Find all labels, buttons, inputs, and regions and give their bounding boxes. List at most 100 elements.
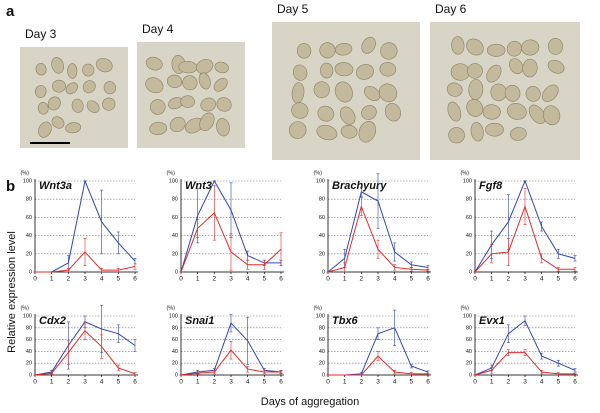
- x-tick-label: 1: [343, 379, 347, 386]
- aggregate: [447, 101, 462, 122]
- y-tick-label: 60: [172, 337, 178, 343]
- x-tick-label: 2: [213, 379, 217, 386]
- aggregate: [486, 43, 506, 57]
- aggregate: [198, 72, 211, 90]
- x-axis-label: Days of aggregation: [261, 396, 359, 408]
- aggregate: [38, 121, 52, 138]
- panel-label: a: [6, 3, 15, 20]
- y-tick-label: 60: [466, 215, 472, 221]
- x-tick-label: 2: [67, 379, 71, 386]
- y-tick-label: 0: [322, 269, 325, 275]
- x-tick-label: 0: [473, 276, 477, 283]
- aggregate: [486, 64, 502, 83]
- x-tick-label: 6: [573, 276, 577, 283]
- x-tick-label: 1: [50, 276, 54, 283]
- y-tick-label: 60: [26, 337, 32, 343]
- y-unit: (%): [313, 305, 322, 311]
- aggregate: [288, 121, 307, 139]
- x-tick-label: 4: [246, 276, 250, 283]
- x-tick-label: 6: [573, 379, 577, 386]
- aggregate: [335, 43, 353, 56]
- data-line: [35, 251, 136, 273]
- aggregate: [528, 104, 546, 125]
- chart-title: Snai1: [185, 315, 214, 327]
- chart-title: Evx1: [479, 315, 505, 327]
- aggregate: [145, 56, 163, 71]
- aggregate: [340, 124, 358, 139]
- x-tick-label: 3: [523, 379, 527, 386]
- aggregate: [169, 116, 186, 133]
- x-tick-label: 0: [326, 276, 330, 283]
- y-tick-label: 60: [466, 337, 472, 343]
- x-tick-label: 2: [507, 276, 511, 283]
- aggregate: [51, 57, 64, 74]
- x-tick-label: 3: [376, 276, 380, 283]
- x-tick-label: 1: [490, 276, 494, 283]
- aggregate: [82, 63, 95, 77]
- y-tick-label: 100: [463, 178, 472, 184]
- x-tick-label: 3: [83, 379, 87, 386]
- y-unit: (%): [166, 170, 175, 176]
- aggregate: [542, 84, 559, 102]
- aggregate: [522, 58, 538, 78]
- y-tick-label: 100: [23, 313, 32, 319]
- aggregate: [466, 99, 484, 117]
- aggregate: [509, 127, 527, 141]
- x-tick-label: 2: [507, 379, 511, 386]
- y-tick-label: 20: [466, 251, 472, 257]
- aggregate: [216, 97, 232, 112]
- x-tick-label: 4: [100, 276, 104, 283]
- photo-label: Day 4: [142, 22, 174, 36]
- aggregate: [37, 102, 49, 115]
- aggregate: [150, 99, 166, 115]
- y-tick-label: 20: [172, 361, 178, 367]
- panel-label: b: [6, 178, 15, 195]
- aggregate: [166, 74, 183, 89]
- aggregate: [339, 106, 356, 125]
- y-tick-label: 80: [466, 325, 472, 331]
- y-tick-label: 100: [316, 313, 325, 319]
- x-tick-label: 2: [67, 276, 71, 283]
- y-tick-label: 40: [319, 349, 325, 355]
- aggregate: [47, 96, 61, 111]
- aggregate: [214, 61, 229, 74]
- aggregate: [547, 59, 565, 74]
- y-unit: (%): [460, 305, 469, 311]
- x-tick-label: 2: [360, 276, 364, 283]
- y-tick-label: 60: [319, 337, 325, 343]
- y-tick-label: 80: [172, 197, 178, 203]
- y-tick-label: 80: [172, 325, 178, 331]
- y-unit: (%): [166, 305, 175, 311]
- aggregate: [51, 116, 65, 129]
- aggregate: [65, 122, 82, 134]
- aggregate: [71, 98, 84, 113]
- x-tick-label: 6: [279, 379, 283, 386]
- y-tick-label: 80: [26, 197, 32, 203]
- chart-title: Cdx2: [39, 315, 66, 327]
- x-tick-label: 4: [540, 276, 544, 283]
- aggregate: [509, 58, 524, 75]
- y-tick-label: 20: [26, 361, 32, 367]
- x-tick-label: 4: [246, 379, 250, 386]
- y-tick-label: 40: [319, 233, 325, 239]
- aggregate: [296, 43, 312, 59]
- x-tick-label: 3: [229, 379, 233, 386]
- y-tick-label: 60: [26, 215, 32, 221]
- chart-title: Tbx6: [332, 315, 359, 327]
- aggregate: [103, 81, 117, 95]
- x-tick-label: 0: [326, 379, 330, 386]
- x-tick-label: 3: [229, 276, 233, 283]
- x-tick-label: 5: [117, 276, 121, 283]
- aggregate: [334, 62, 354, 77]
- x-tick-label: 5: [410, 276, 414, 283]
- y-tick-label: 100: [23, 178, 32, 184]
- y-tick-label: 40: [172, 233, 178, 239]
- y-tick-label: 60: [319, 215, 325, 221]
- y-tick-label: 0: [29, 269, 32, 275]
- aggregate: [504, 84, 521, 102]
- y-unit: (%): [20, 305, 29, 311]
- y-tick-label: 80: [319, 197, 325, 203]
- data-line: [327, 191, 429, 273]
- y-tick-label: 20: [172, 251, 178, 257]
